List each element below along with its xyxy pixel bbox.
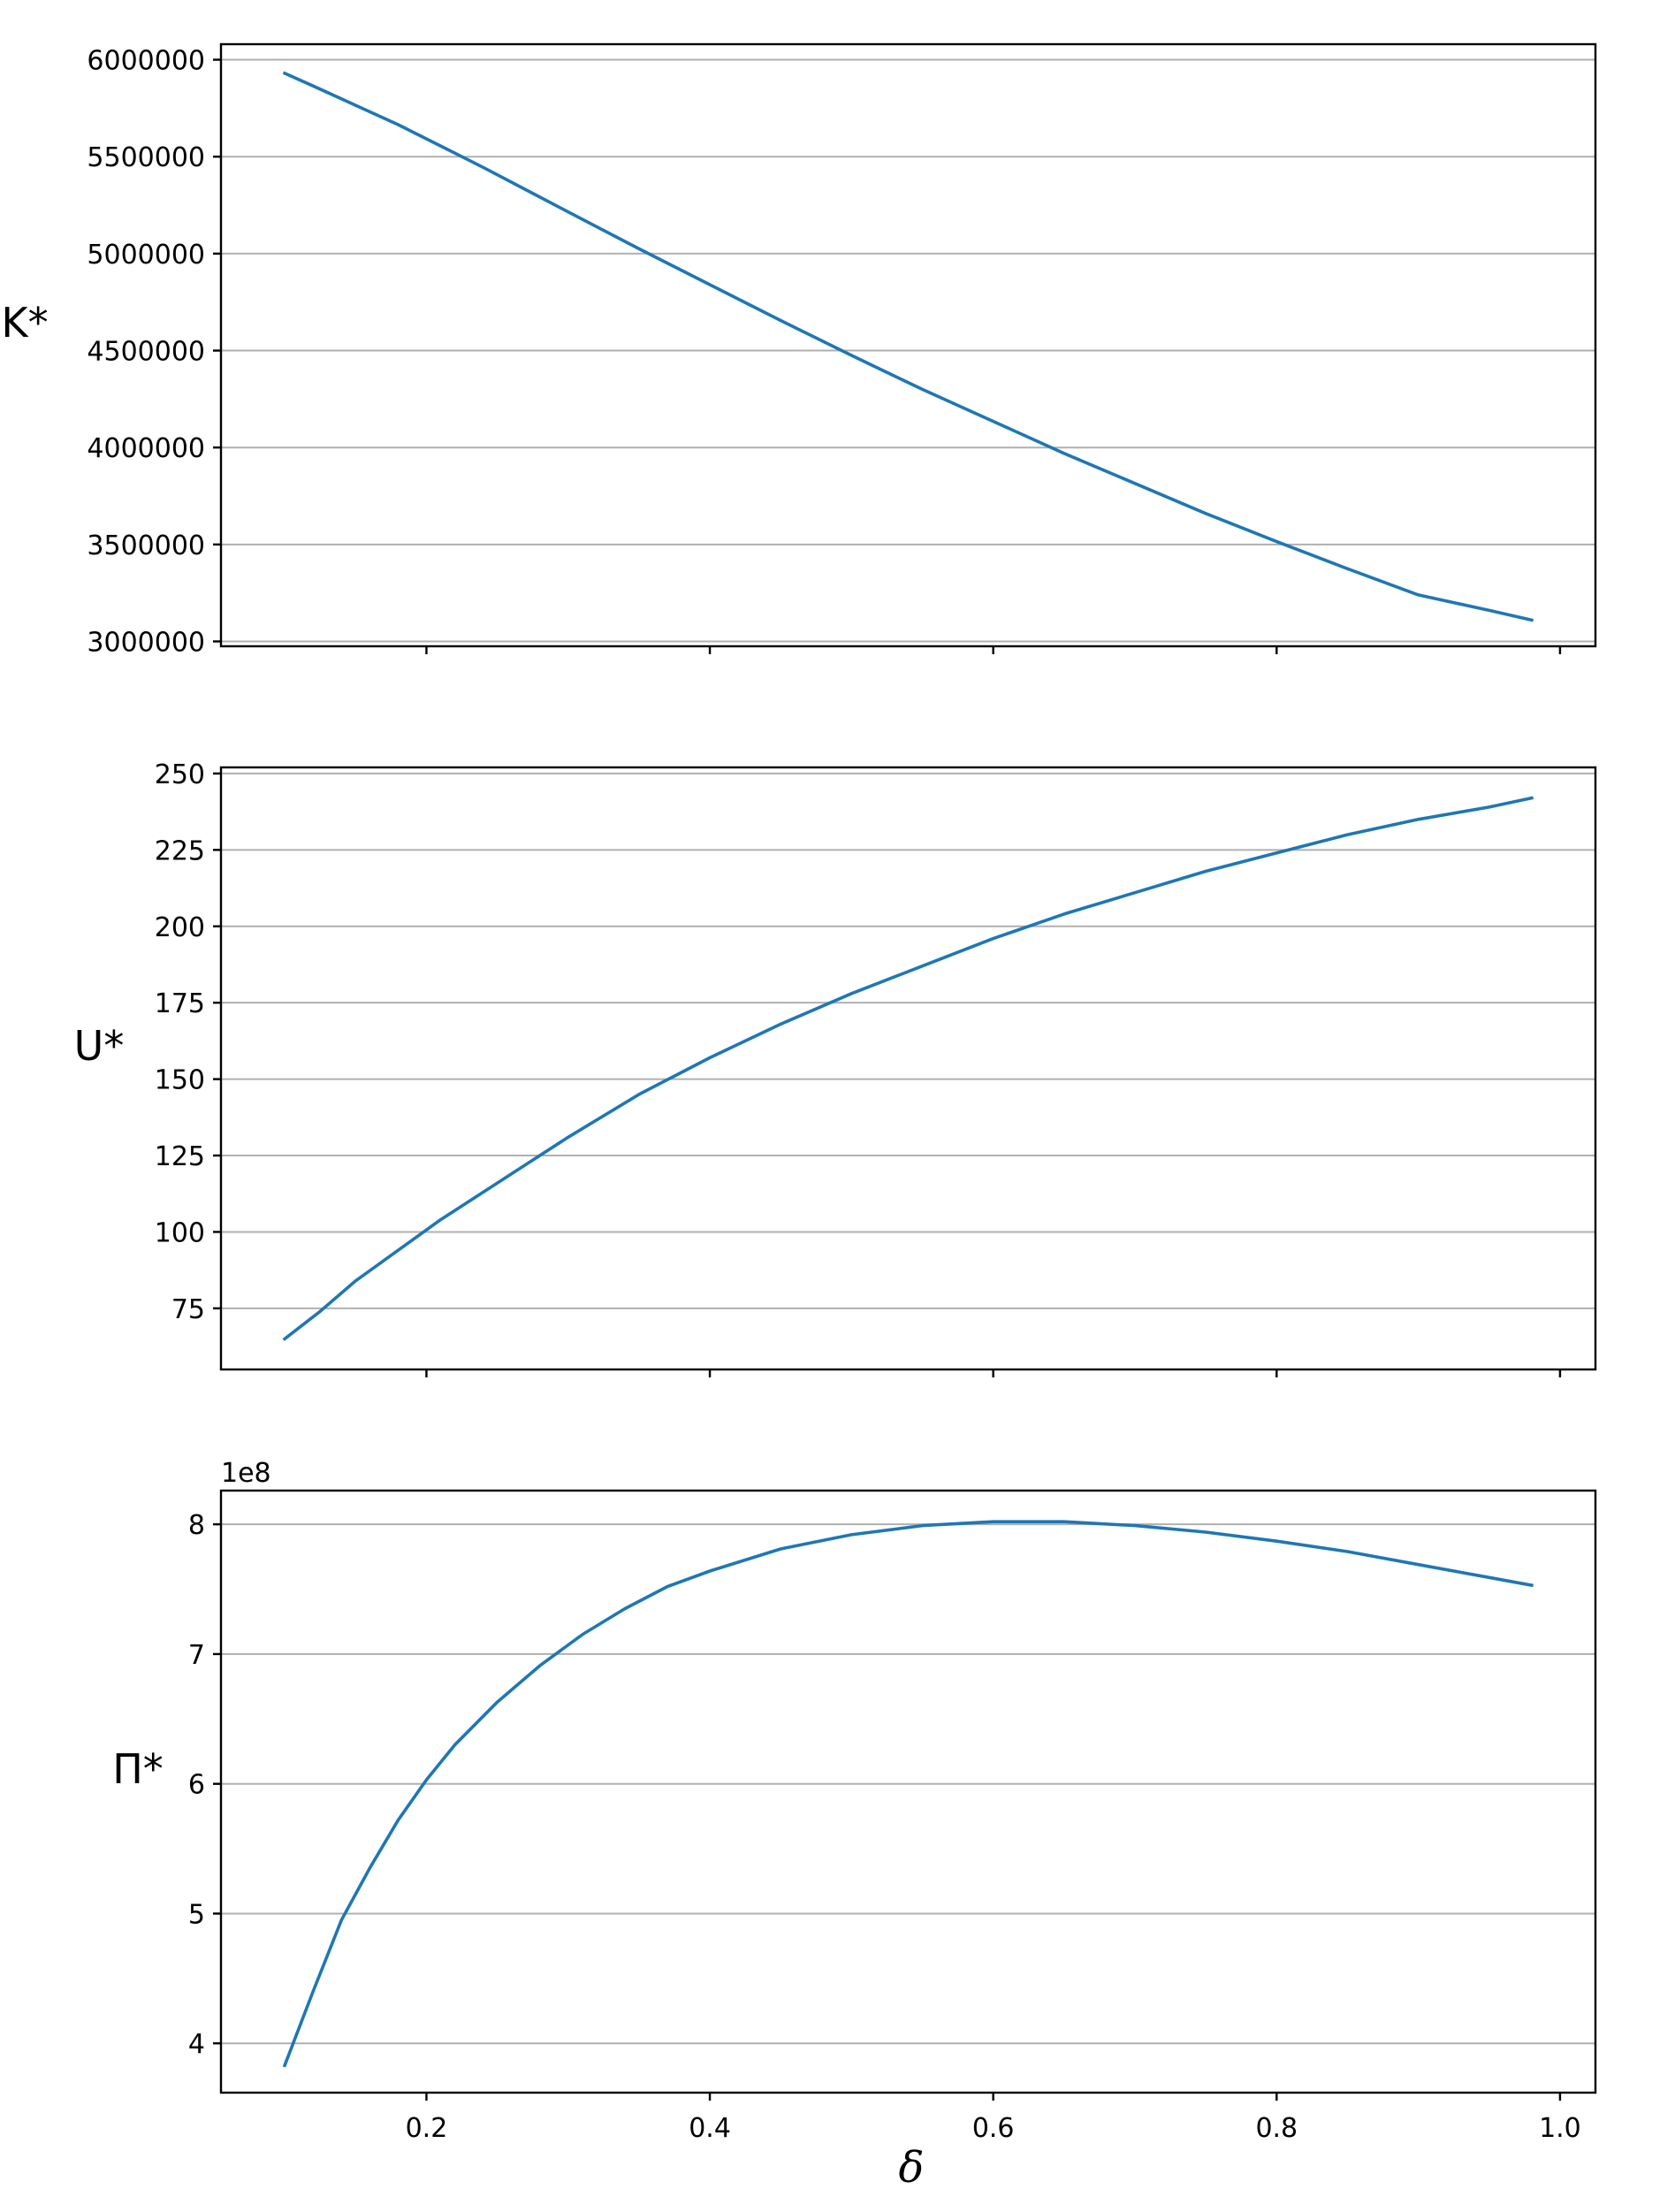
y-tick-label: 100	[155, 1217, 205, 1248]
y-tick-label: 150	[155, 1065, 205, 1096]
y-axis-label: U*	[74, 1022, 125, 1070]
y-tick-label: 4	[188, 2029, 205, 2060]
y-tick-label: 3500000	[87, 530, 205, 561]
data-line	[282, 796, 1534, 1341]
y-tick-label: 3000000	[87, 628, 205, 659]
data-line	[282, 71, 1534, 622]
subplots: 3000000 3500000 4000000 4500000 5000000 55000…	[1, 42, 1597, 2144]
y-tick-label: 8	[188, 1510, 205, 1541]
x-tick-label: 0.8	[1255, 2113, 1298, 2144]
y-axis-label: K*	[1, 299, 48, 347]
x-axis-label: δ	[899, 2143, 925, 2193]
y-tick-label: 75	[171, 1294, 205, 1325]
subplot-2: 75 100 125 150 175 200 225 250 U*	[74, 759, 1597, 1377]
y-tick-label: 6000000	[87, 46, 205, 77]
y-axis-label: Π*	[112, 1745, 164, 1793]
y-tick-label: 4500000	[87, 337, 205, 368]
y-tick-label: 200	[155, 912, 205, 943]
y-tick-label: 125	[155, 1141, 205, 1172]
y-tick-label: 5500000	[87, 142, 205, 173]
x-tick-label: 0.6	[972, 2113, 1015, 2144]
subplot-3: 4 5 6 7 8 0.2 0.4 0.6 0.8 1.0 Π* 1e8	[112, 1458, 1597, 2144]
y-tick-label: 4000000	[87, 433, 205, 464]
data-line	[282, 1520, 1534, 2068]
subplot-1: 3000000 3500000 4000000 4500000 5000000 55000…	[1, 42, 1597, 659]
y-tick-label: 175	[155, 988, 205, 1019]
y-tick-label: 225	[155, 835, 205, 866]
offset-text: 1e8	[221, 1458, 271, 1489]
plot-frame	[219, 42, 1597, 648]
y-tick-label: 250	[155, 759, 205, 790]
plot-frame	[219, 766, 1597, 1371]
y-tick-label: 5000000	[87, 240, 205, 271]
x-tick-label: 0.2	[406, 2113, 448, 2144]
plot-frame	[219, 1489, 1597, 2094]
y-tick-label: 7	[188, 1640, 205, 1671]
x-tick-label: 1.0	[1539, 2113, 1581, 2144]
y-tick-label: 6	[188, 1770, 205, 1801]
x-tick-label: 0.4	[689, 2113, 731, 2144]
y-tick-label: 5	[188, 1899, 205, 1930]
